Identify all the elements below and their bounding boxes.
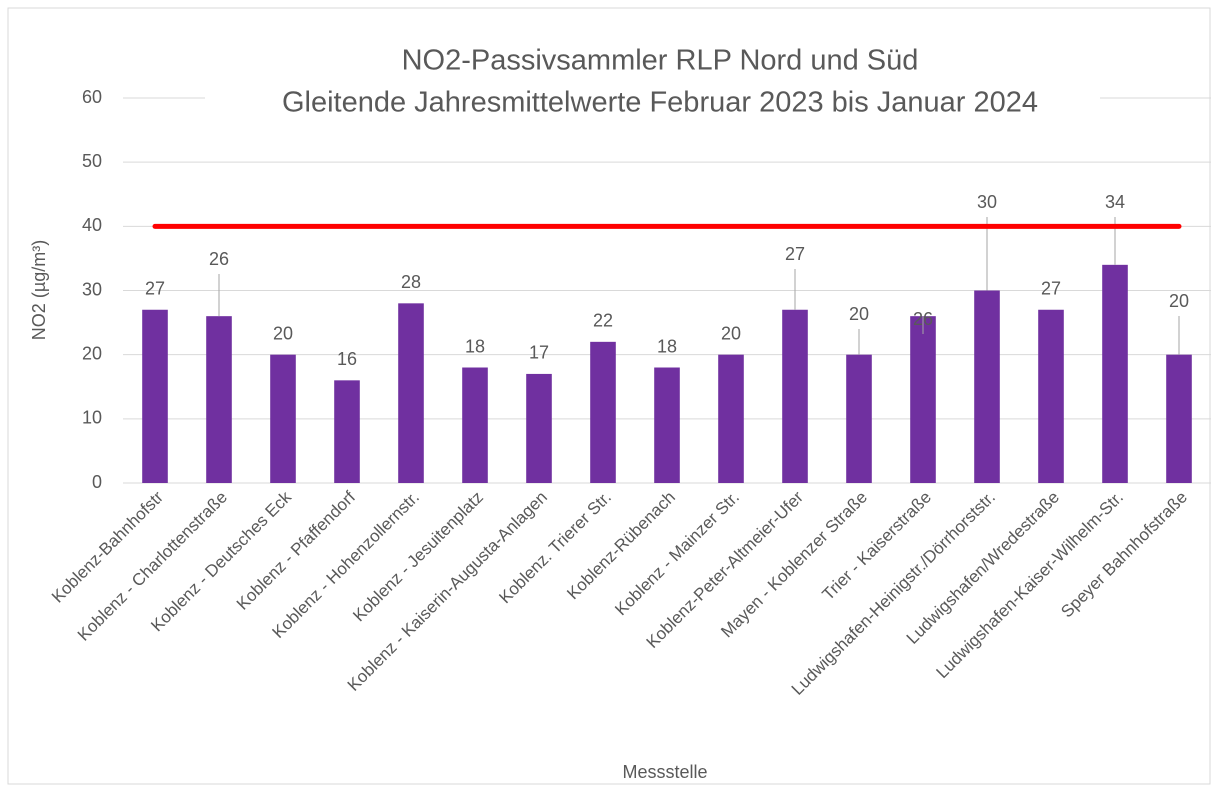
data-label: 28 [401, 272, 421, 292]
bar [718, 354, 744, 483]
y-tick-label: 40 [82, 215, 102, 235]
bar [782, 309, 808, 483]
bar [1038, 309, 1064, 483]
y-axis-title: NO2 (µg/m³) [29, 240, 49, 340]
y-tick-label: 0 [92, 472, 102, 492]
data-label: 27 [1041, 279, 1061, 299]
data-label: 18 [657, 336, 677, 356]
bar [462, 367, 488, 483]
chart-subtitle: Gleitende Jahresmittelwerte Februar 2023… [282, 87, 1038, 119]
data-label: 20 [721, 323, 741, 343]
bar [846, 354, 872, 483]
bar [1166, 354, 1192, 483]
bar [398, 303, 424, 483]
data-label: 18 [465, 336, 485, 356]
y-tick-label: 30 [82, 279, 102, 299]
chart-title: NO2-Passivsammler RLP Nord und Süd [402, 45, 919, 77]
data-label: 20 [1169, 291, 1189, 311]
bar [206, 316, 232, 483]
data-label: 22 [593, 311, 613, 331]
y-tick-label: 10 [82, 408, 102, 428]
x-axis-title: Messstelle [622, 762, 707, 782]
bar [270, 354, 296, 483]
data-label: 27 [785, 244, 805, 264]
y-tick-label: 20 [82, 343, 102, 363]
data-label: 17 [529, 343, 549, 363]
data-label: 26 [209, 249, 229, 269]
bar [142, 309, 168, 483]
title-background [205, 40, 1100, 130]
bar [654, 367, 680, 483]
bar [1102, 264, 1128, 483]
data-label: 20 [273, 323, 293, 343]
bar [910, 316, 936, 483]
data-label: 20 [849, 304, 869, 324]
data-label: 27 [145, 279, 165, 299]
data-label: 34 [1105, 192, 1125, 212]
data-label: 16 [337, 349, 357, 369]
bar [974, 290, 1000, 483]
data-label: 30 [977, 192, 997, 212]
y-tick-label: 50 [82, 151, 102, 171]
bar [526, 373, 552, 483]
bar [590, 341, 616, 483]
y-tick-label: 60 [82, 87, 102, 107]
bar [334, 380, 360, 483]
data-label: 26 [913, 309, 933, 329]
